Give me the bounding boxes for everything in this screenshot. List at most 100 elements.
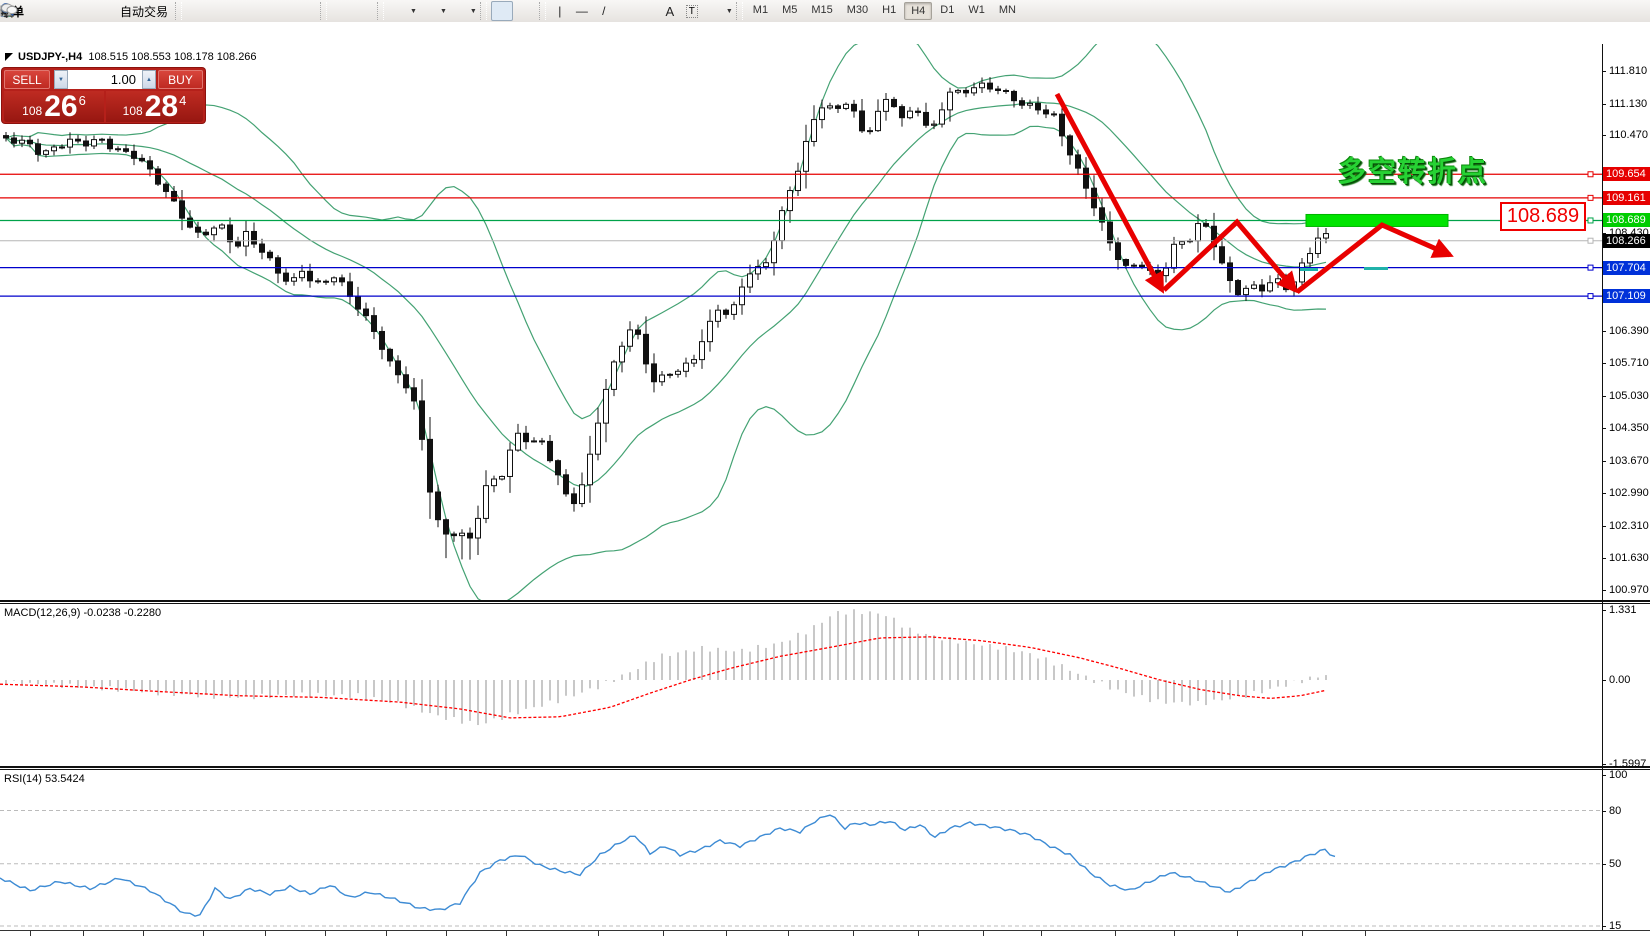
candle-body (939, 109, 945, 125)
price-axis-tick (1602, 135, 1606, 137)
timeframe-W1[interactable]: W1 (968, 4, 985, 16)
rsi-plot[interactable] (0, 770, 1602, 930)
horizontal-line-tool-icon[interactable]: — (575, 4, 588, 18)
market-watch-icon[interactable] (0, 2, 71, 20)
line-handle[interactable] (1587, 171, 1594, 178)
buy-price-prefix: 108 (122, 104, 143, 118)
timeframe-M30[interactable]: M30 (846, 4, 869, 16)
timeframe-H1[interactable]: H1 (882, 4, 897, 16)
macd-histogram-bar (1317, 677, 1319, 680)
chart-area[interactable]: USDJPY-,H4 108.515 108.553 108.178 108.2… (0, 22, 1650, 944)
candle-body (995, 88, 1001, 91)
sell-button[interactable]: SELL (4, 70, 50, 89)
macd-histogram-bar (397, 680, 399, 702)
macd-histogram-bar (869, 611, 871, 680)
trend-arrow[interactable] (1054, 92, 1165, 294)
candle-body (651, 363, 657, 383)
macd-histogram-bar (533, 680, 535, 708)
chat-icon[interactable] (1, 2, 1584, 20)
search-icon[interactable] (1, 2, 1556, 20)
templates-dropdown-caret[interactable]: ▼ (469, 7, 477, 15)
auto-scroll-icon[interactable] (0, 2, 351, 20)
line-handle[interactable] (1587, 217, 1594, 224)
line-handle[interactable] (1587, 293, 1594, 300)
autotrading-icon[interactable] (1, 2, 115, 20)
line-handle[interactable] (1587, 264, 1594, 271)
indicators-icon[interactable] (0, 2, 408, 20)
buy-button[interactable]: BUY (158, 70, 203, 89)
fibonacci-tool-icon[interactable]: F (1, 2, 658, 20)
trend-arrow[interactable] (1162, 218, 1298, 294)
tile-windows-icon[interactable] (1, 2, 316, 20)
periods-clock-icon[interactable] (1, 2, 438, 20)
candle-body (763, 262, 769, 268)
panel-divider[interactable] (0, 600, 1650, 604)
macd-histogram-bar (101, 680, 103, 691)
lot-size-input[interactable]: 1.00 (68, 70, 142, 89)
macd-histogram-bar (749, 651, 751, 680)
macd-histogram-bar (725, 650, 727, 680)
trendline-tool-icon[interactable]: / (602, 4, 606, 18)
line-chart-type-icon[interactable] (0, 2, 250, 20)
candle-body (539, 440, 545, 443)
line-handle[interactable] (1587, 237, 1594, 244)
candle-body (531, 440, 537, 443)
time-axis-tick (1365, 931, 1366, 936)
indicators-dropdown-caret[interactable]: ▼ (410, 7, 417, 15)
autotrading-button[interactable]: 自动交易 (120, 4, 169, 19)
candlestick-plot[interactable] (0, 44, 1602, 601)
macd-plot[interactable] (0, 604, 1602, 767)
periods-dropdown-caret[interactable]: ▼ (439, 7, 447, 15)
zoom-in-icon[interactable] (1, 2, 272, 20)
signal-icon[interactable] (1, 2, 93, 20)
candle-body (43, 150, 49, 155)
macd-histogram-bar (469, 680, 471, 721)
price-level-box[interactable]: 108.689 (1500, 202, 1586, 231)
time-axis[interactable]: 4 Feb 202025 Feb 20:0027 Feb 04:0028 Feb… (0, 930, 1650, 944)
macd-histogram-bar (165, 680, 167, 692)
macd-histogram-bar (309, 680, 311, 698)
macd-histogram-bar (581, 680, 583, 693)
time-axis-tick (663, 931, 664, 936)
macd-histogram-bar (517, 680, 519, 715)
timeframe-M15[interactable]: M15 (811, 4, 833, 16)
timeframe-MN[interactable]: MN (998, 4, 1016, 16)
macd-histogram-bar (317, 680, 319, 693)
timeframe-M5[interactable]: M5 (782, 4, 798, 16)
panel-divider[interactable] (0, 766, 1650, 770)
cursor-tool-icon[interactable] (2, 1, 513, 21)
new-order-icon[interactable] (1, 2, 49, 20)
collapse-triangle-icon[interactable] (5, 53, 13, 61)
candle-body (259, 243, 265, 253)
arrows-dropdown-caret[interactable]: ▼ (725, 7, 733, 15)
arrows-tool-icon[interactable] (1, 2, 724, 20)
equidistant-channel-tool-icon[interactable]: E (0, 2, 636, 20)
crosshair-tool-icon[interactable] (1, 2, 535, 20)
highlight-bar[interactable] (1305, 213, 1449, 227)
macd-histogram-bar (181, 680, 183, 695)
bollinger-band (5, 125, 1327, 601)
label-tool-icon[interactable]: T (682, 2, 702, 20)
macd-axis-tick (1602, 680, 1606, 681)
macd-histogram-bar (597, 680, 599, 690)
timeframe-M1[interactable]: M1 (752, 4, 769, 16)
zoom-out-icon[interactable] (1, 2, 294, 20)
bar-chart-type-icon[interactable] (1, 2, 206, 20)
sell-price[interactable]: 108 26 6 (4, 91, 104, 122)
text-tool-icon[interactable]: A (665, 3, 675, 19)
buy-price[interactable]: 108 28 4 (106, 91, 203, 122)
vertical-line-tool-icon[interactable]: | (558, 4, 562, 18)
price-tag-109.654: 109.654 (1603, 167, 1650, 182)
time-axis-tick (30, 931, 31, 936)
candle-body (875, 110, 881, 132)
timeframe-H4[interactable]: H4 (904, 2, 933, 20)
candle-body (771, 240, 777, 264)
lot-decrease-button[interactable]: ▼ (54, 70, 68, 89)
chart-shift-icon[interactable] (0, 2, 373, 20)
trend-arrow[interactable] (1295, 222, 1454, 294)
candlestick-chart-type-icon[interactable] (1, 2, 228, 20)
templates-icon[interactable] (0, 2, 468, 20)
timeframe-D1[interactable]: D1 (940, 4, 955, 16)
line-handle[interactable] (1587, 194, 1594, 201)
lot-increase-button[interactable]: ▲ (142, 70, 156, 89)
